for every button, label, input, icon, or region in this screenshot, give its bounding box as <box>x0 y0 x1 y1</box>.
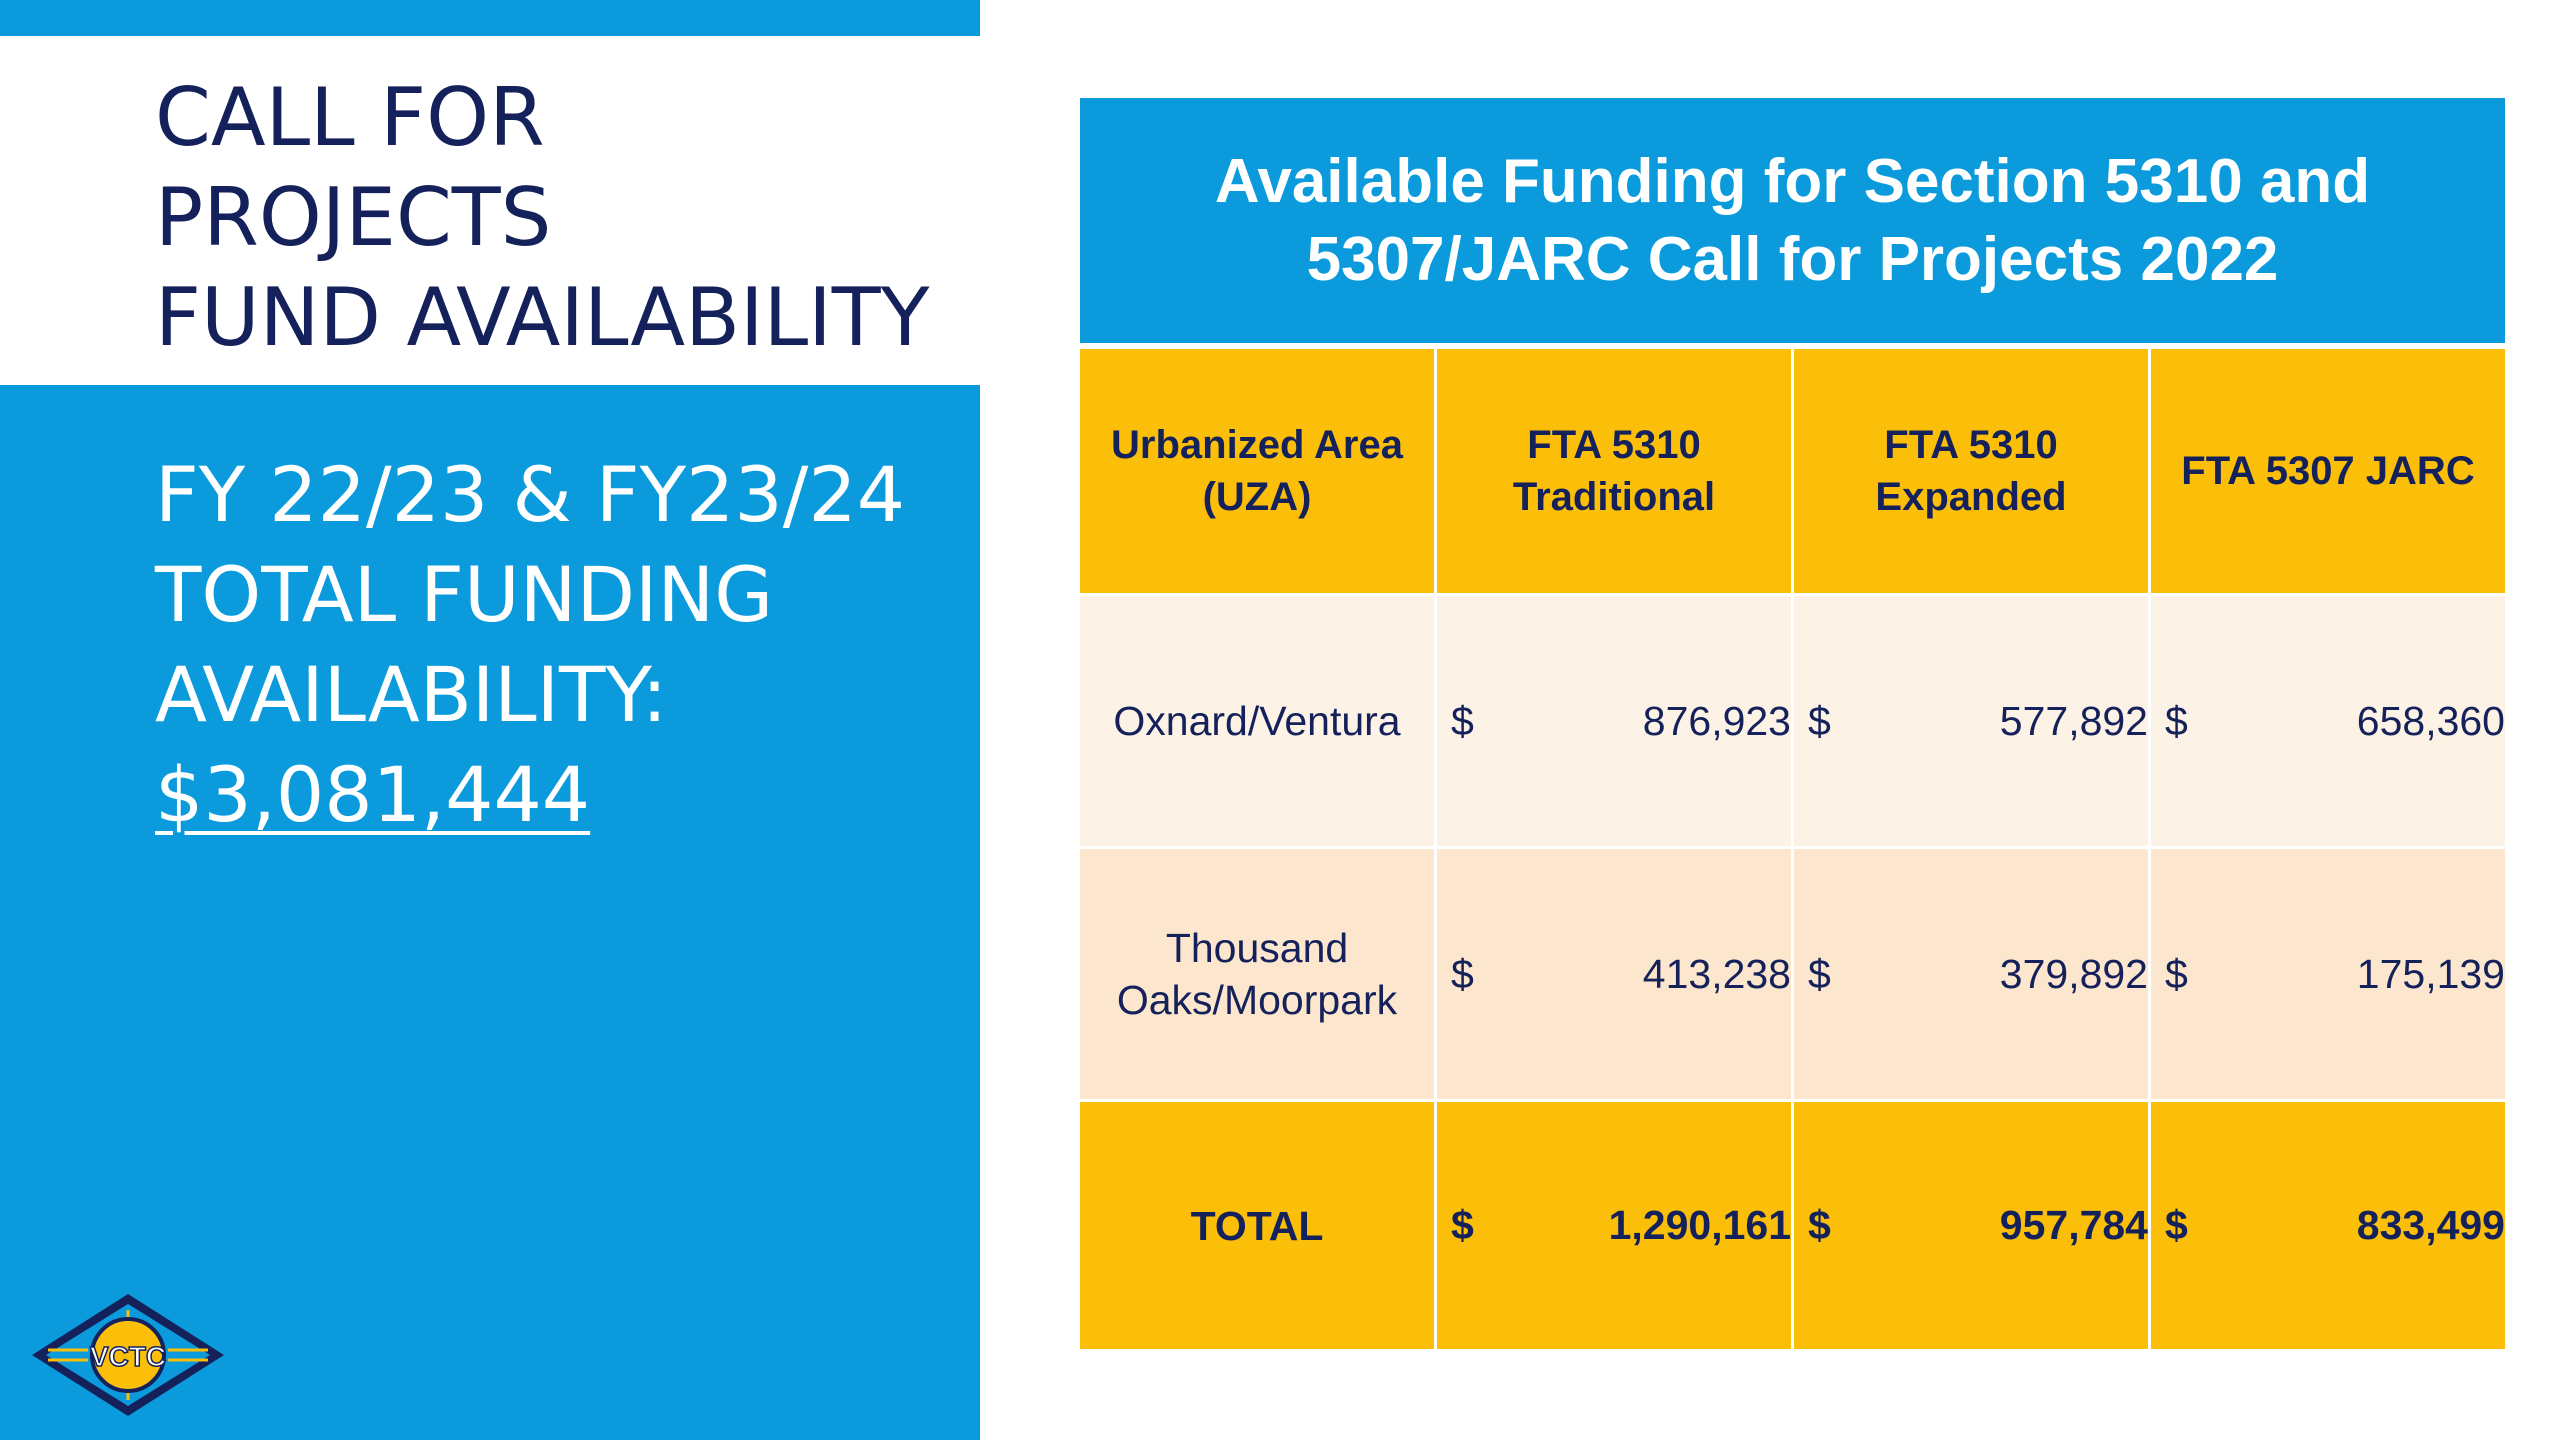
column-header-5307-jarc: FTA 5307 JARC <box>2151 349 2505 593</box>
currency-symbol: $ <box>2165 1202 2188 1248</box>
amount-value: 175,139 <box>2356 950 2505 997</box>
amount-value: 658,360 <box>2356 697 2505 744</box>
left-blue-panel <box>0 385 980 1440</box>
funding-line: TOTAL FUNDING <box>155 550 774 639</box>
column-header-5310-traditional: FTA 5310 Traditional <box>1437 349 1791 593</box>
currency-symbol: $ <box>2165 950 2188 997</box>
amount-value: 876,923 <box>1642 697 1791 744</box>
table-title-line: Available Funding for Section 5310 and <box>1214 146 2371 216</box>
funding-line: FY 22/23 & FY23/24 <box>155 450 906 539</box>
slide-title-line: CALL FOR <box>155 71 545 164</box>
amount-value: 833,499 <box>2356 1202 2505 1248</box>
currency-symbol: $ <box>1451 1202 1474 1248</box>
currency-symbol: $ <box>1451 697 1474 744</box>
total-funding-amount: $3,081,444 <box>155 750 591 839</box>
table-cell-amount: $ 876,923 <box>1437 596 1791 846</box>
table-total-label: TOTAL <box>1080 1102 1434 1349</box>
table-cell-amount: $ 413,238 <box>1437 849 1791 1099</box>
table-total-amount: $ 833,499 <box>2151 1102 2505 1349</box>
total-funding-summary: FY 22/23 & FY23/24 TOTAL FUNDING AVAILAB… <box>155 445 955 845</box>
logo-text: VCTC <box>90 1341 166 1372</box>
table-grid: Urbanized Area (UZA) FTA 5310 Traditiona… <box>1080 349 2505 1349</box>
funding-table: Available Funding for Section 5310 and 5… <box>1080 98 2505 1349</box>
table-title: Available Funding for Section 5310 and 5… <box>1080 98 2505 343</box>
amount-value: 379,892 <box>1999 950 2148 997</box>
currency-symbol: $ <box>1451 950 1474 997</box>
column-header-5310-expanded: FTA 5310 Expanded <box>1794 349 2148 593</box>
column-header-uza: Urbanized Area (UZA) <box>1080 349 1434 593</box>
amount-value: 577,892 <box>1999 697 2148 744</box>
table-row-area: Thousand Oaks/Moorpark <box>1080 849 1434 1099</box>
slide-title: CALL FOR PROJECTS FUND AVAILABILITY <box>155 68 955 368</box>
top-accent-bar <box>0 0 980 36</box>
currency-symbol: $ <box>1808 697 1831 744</box>
table-title-line: 5307/JARC Call for Projects 2022 <box>1306 224 2279 294</box>
currency-symbol: $ <box>1808 1202 1831 1248</box>
table-cell-amount: $ 175,139 <box>2151 849 2505 1099</box>
table-cell-amount: $ 577,892 <box>1794 596 2148 846</box>
amount-value: 1,290,161 <box>1608 1202 1791 1248</box>
table-cell-amount: $ 379,892 <box>1794 849 2148 1099</box>
currency-symbol: $ <box>2165 697 2188 744</box>
table-row-area: Oxnard/Ventura <box>1080 596 1434 846</box>
table-total-amount: $ 957,784 <box>1794 1102 2148 1349</box>
slide-title-line: PROJECTS <box>155 171 552 264</box>
table-cell-amount: $ 658,360 <box>2151 596 2505 846</box>
amount-value: 413,238 <box>1642 950 1791 997</box>
funding-line: AVAILABILITY: <box>155 650 668 739</box>
vctc-logo: VCTC <box>32 1294 224 1416</box>
amount-value: 957,784 <box>1999 1202 2148 1248</box>
currency-symbol: $ <box>1808 950 1831 997</box>
slide-title-line: FUND AVAILABILITY <box>155 271 930 364</box>
table-total-amount: $ 1,290,161 <box>1437 1102 1791 1349</box>
